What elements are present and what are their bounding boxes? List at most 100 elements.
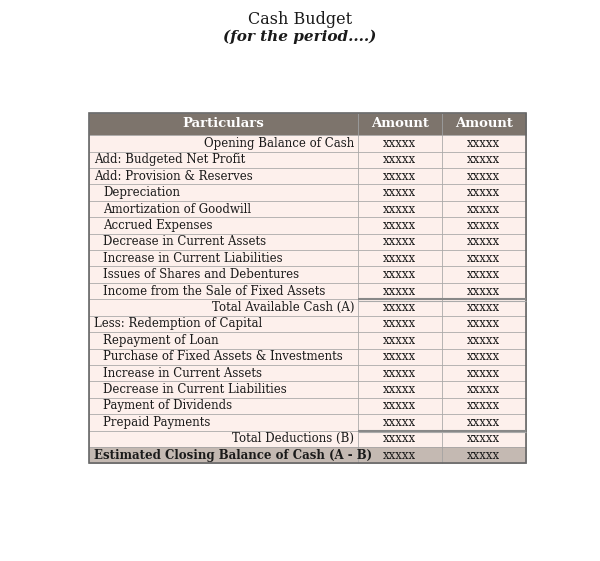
Text: Accrued Expenses: Accrued Expenses <box>103 219 212 232</box>
Text: xxxxx: xxxxx <box>383 153 416 166</box>
Text: Payment of Dividends: Payment of Dividends <box>103 399 232 412</box>
Text: Estimated Closing Balance of Cash (A - B): Estimated Closing Balance of Cash (A - B… <box>94 449 372 462</box>
Bar <box>89 447 358 463</box>
Text: Decrease in Current Assets: Decrease in Current Assets <box>103 235 266 249</box>
Text: Amount: Amount <box>455 117 513 130</box>
Text: Add: Provision & Reserves: Add: Provision & Reserves <box>94 169 253 183</box>
Text: xxxxx: xxxxx <box>467 318 500 330</box>
Text: xxxxx: xxxxx <box>467 449 500 462</box>
Bar <box>89 431 358 447</box>
Text: xxxxx: xxxxx <box>467 383 500 396</box>
Bar <box>442 447 526 463</box>
Bar <box>89 398 358 414</box>
Bar <box>358 283 442 299</box>
Text: Depreciation: Depreciation <box>103 186 180 199</box>
Text: Opening Balance of Cash: Opening Balance of Cash <box>204 137 354 150</box>
Text: xxxxx: xxxxx <box>467 137 500 150</box>
Text: xxxxx: xxxxx <box>383 318 416 330</box>
Bar <box>442 332 526 348</box>
Bar <box>442 414 526 431</box>
Bar <box>358 250 442 266</box>
Bar <box>89 283 358 299</box>
Text: Amortization of Goodwill: Amortization of Goodwill <box>103 203 251 215</box>
Text: xxxxx: xxxxx <box>383 252 416 265</box>
Text: xxxxx: xxxxx <box>467 334 500 347</box>
Text: Purchase of Fixed Assets & Investments: Purchase of Fixed Assets & Investments <box>103 350 343 363</box>
Text: xxxxx: xxxxx <box>383 203 416 215</box>
Text: Total Deductions (B): Total Deductions (B) <box>232 433 354 445</box>
Text: xxxxx: xxxxx <box>383 268 416 281</box>
Bar <box>442 185 526 201</box>
Bar <box>89 201 358 217</box>
Text: xxxxx: xxxxx <box>467 350 500 363</box>
Text: xxxxx: xxxxx <box>383 219 416 232</box>
Bar <box>89 233 358 250</box>
Bar <box>358 217 442 233</box>
Bar <box>442 135 526 151</box>
Bar <box>89 168 358 185</box>
Bar <box>89 414 358 431</box>
Text: xxxxx: xxxxx <box>383 383 416 396</box>
Text: xxxxx: xxxxx <box>383 449 416 462</box>
Text: xxxxx: xxxxx <box>467 169 500 183</box>
Text: xxxxx: xxxxx <box>467 219 500 232</box>
Text: Prepaid Payments: Prepaid Payments <box>103 416 210 429</box>
Bar <box>442 113 526 135</box>
Bar <box>89 217 358 233</box>
Text: xxxxx: xxxxx <box>383 137 416 150</box>
Bar <box>89 113 358 135</box>
Bar <box>442 398 526 414</box>
Text: xxxxx: xxxxx <box>467 367 500 380</box>
Text: xxxxx: xxxxx <box>467 399 500 412</box>
Bar <box>358 332 442 348</box>
Bar <box>89 266 358 283</box>
Text: xxxxx: xxxxx <box>467 186 500 199</box>
Bar <box>442 266 526 283</box>
Text: xxxxx: xxxxx <box>383 399 416 412</box>
Text: xxxxx: xxxxx <box>467 301 500 314</box>
Bar <box>442 348 526 365</box>
Bar <box>442 316 526 332</box>
Text: Cash Budget: Cash Budget <box>248 11 352 28</box>
Text: Amount: Amount <box>371 117 428 130</box>
Bar <box>358 398 442 414</box>
Bar <box>442 151 526 168</box>
Bar <box>442 283 526 299</box>
Text: xxxxx: xxxxx <box>467 203 500 215</box>
Bar <box>89 185 358 201</box>
Bar <box>89 151 358 168</box>
Text: xxxxx: xxxxx <box>383 433 416 445</box>
Bar <box>89 250 358 266</box>
Bar <box>358 348 442 365</box>
Bar <box>442 250 526 266</box>
Bar <box>358 135 442 151</box>
Bar <box>442 201 526 217</box>
Bar <box>89 316 358 332</box>
Text: xxxxx: xxxxx <box>383 416 416 429</box>
Text: Issues of Shares and Debentures: Issues of Shares and Debentures <box>103 268 299 281</box>
Bar <box>358 266 442 283</box>
Bar <box>358 151 442 168</box>
Bar <box>89 365 358 381</box>
Bar <box>358 431 442 447</box>
Text: xxxxx: xxxxx <box>467 416 500 429</box>
Bar <box>358 233 442 250</box>
Bar <box>358 201 442 217</box>
Text: xxxxx: xxxxx <box>383 186 416 199</box>
Bar <box>442 217 526 233</box>
Text: xxxxx: xxxxx <box>383 235 416 249</box>
Text: Increase in Current Liabilities: Increase in Current Liabilities <box>103 252 283 265</box>
Text: Add: Budgeted Net Profit: Add: Budgeted Net Profit <box>94 153 245 166</box>
Text: xxxxx: xxxxx <box>383 367 416 380</box>
Bar <box>358 316 442 332</box>
Bar <box>358 185 442 201</box>
Text: Particulars: Particulars <box>182 117 264 130</box>
Text: Increase in Current Assets: Increase in Current Assets <box>103 367 262 380</box>
Text: xxxxx: xxxxx <box>467 433 500 445</box>
Bar <box>89 299 358 316</box>
Bar <box>89 332 358 348</box>
Text: Repayment of Loan: Repayment of Loan <box>103 334 218 347</box>
Text: xxxxx: xxxxx <box>383 350 416 363</box>
Bar <box>358 299 442 316</box>
Text: xxxxx: xxxxx <box>383 301 416 314</box>
